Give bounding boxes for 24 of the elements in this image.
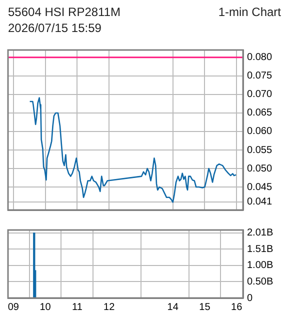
chart-subtitle: 2026/07/15 15:59 [8,21,102,35]
y-tick-label: 0.045 [247,182,272,193]
x-tick-label: 14 [167,302,179,313]
x-tick-label: 15 [199,302,211,313]
y-tick-label: 0.060 [247,126,272,138]
x-tick-label: 10 [40,302,52,313]
x-tick-label: 12 [104,302,116,313]
y-tick-label: 0.080 [247,52,272,64]
y-tick-label: 0.055 [247,144,272,156]
y-tick-label: 0 [247,292,253,304]
y-tick-label: 0.050 [247,163,272,174]
y-tick-label: 1.51B [247,244,274,255]
y-tick-label: 0.070 [247,89,272,100]
y-tick-label: 2.01B [247,228,274,239]
text: 1-min Chart [218,5,281,19]
y-tick-label: 1.00B [247,260,274,272]
y-tick-label: 0.041 [247,196,272,208]
chart-title: 55604 HSI RP2811M [8,5,121,19]
x-tick-label: 09 [8,302,20,313]
x-tick-label: 16 [231,302,243,313]
y-tick-label: 0.075 [247,70,272,82]
y-tick-label: 0.065 [247,108,272,119]
x-tick-label: 11 [72,302,83,313]
y-tick-label: 0.50B [247,276,274,288]
